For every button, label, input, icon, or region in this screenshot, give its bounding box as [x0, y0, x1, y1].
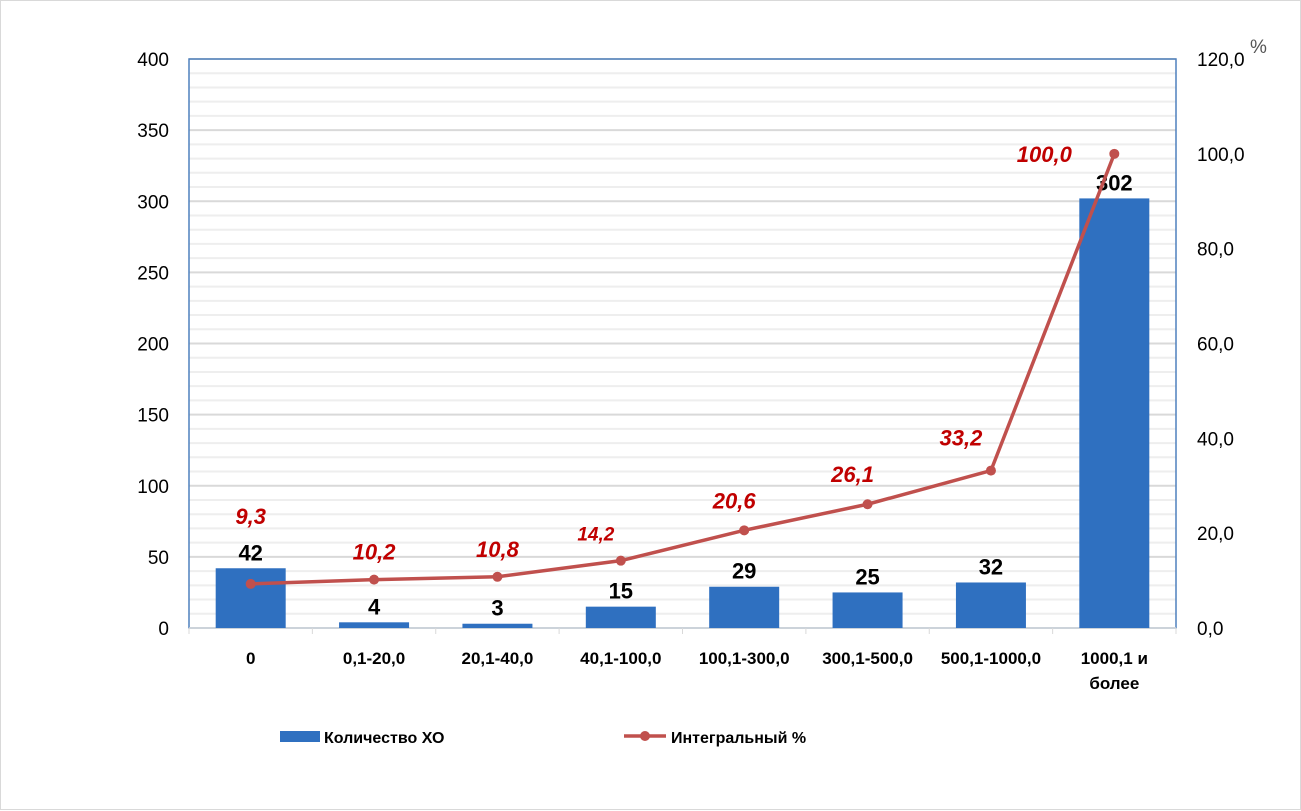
- x-axis-tick-label: более: [1089, 674, 1139, 693]
- bar: [585, 606, 656, 628]
- line-data-label: 100,0: [1017, 142, 1073, 167]
- right-axis-tick-label: 0,0: [1197, 619, 1223, 640]
- line-data-label: 26,1: [830, 462, 874, 487]
- bar: [1079, 198, 1150, 628]
- line-point: [369, 574, 380, 585]
- left-axis-tick-label: 150: [137, 406, 169, 427]
- bar-data-label: 4: [368, 594, 381, 619]
- line-point: [739, 525, 750, 536]
- right-axis-unit-label: %: [1250, 37, 1267, 58]
- bar: [709, 586, 780, 628]
- x-axis-tick-label: 20,1-40,0: [462, 649, 534, 668]
- right-axis-tick-label: 80,0: [1197, 240, 1234, 261]
- bar-data-label: 42: [238, 540, 262, 565]
- line-data-label: 33,2: [940, 426, 984, 451]
- x-axis-tick-label: 1000,1 и: [1081, 649, 1148, 668]
- left-axis-tick-label: 300: [137, 192, 169, 213]
- bar: [215, 568, 286, 628]
- line-data-label: 14,2: [577, 525, 614, 546]
- left-axis-tick-label: 0: [158, 619, 169, 640]
- x-axis-tick-label: 300,1-500,0: [822, 649, 913, 668]
- line-data-label: 10,2: [353, 540, 397, 565]
- line-point: [615, 555, 626, 566]
- left-axis-tick-label: 250: [137, 263, 169, 284]
- x-axis-tick-label: 0: [246, 649, 255, 668]
- line-data-label: 10,8: [476, 537, 520, 562]
- bar-data-label: 25: [855, 564, 879, 589]
- right-axis-tick-label: 120,0: [1197, 50, 1245, 71]
- legend-label: Количество ХО: [324, 730, 444, 747]
- line-point: [1109, 148, 1120, 159]
- legend-line-marker: [640, 731, 650, 741]
- right-axis-tick-label: 60,0: [1197, 335, 1234, 356]
- bar-data-label: 29: [732, 559, 756, 584]
- legend-bar-swatch: [280, 731, 320, 742]
- line-point: [985, 465, 996, 476]
- bar-data-label: 15: [609, 579, 633, 604]
- left-axis-tick-label: 350: [137, 121, 169, 142]
- left-axis-tick-label: 50: [148, 548, 169, 569]
- x-axis-tick-label: 40,1-100,0: [580, 649, 661, 668]
- right-axis-tick-label: 20,0: [1197, 524, 1234, 545]
- left-axis-tick-label: 100: [137, 477, 169, 498]
- right-axis-tick-label: 100,0: [1197, 145, 1245, 166]
- left-axis-tick-label: 400: [137, 50, 169, 71]
- line-point: [862, 499, 873, 510]
- bar-data-label: 3: [491, 596, 503, 621]
- right-axis-tick-label: 40,0: [1197, 429, 1234, 450]
- line-data-label: 9,3: [235, 504, 266, 529]
- legend-label: Интегральный %: [671, 730, 806, 747]
- left-axis-tick-label: 200: [137, 335, 169, 356]
- line-series: [250, 153, 1116, 586]
- bar: [955, 582, 1026, 628]
- line-data-label: 20,6: [712, 488, 757, 513]
- line-point: [245, 578, 256, 589]
- bar: [339, 622, 410, 628]
- bar: [462, 623, 533, 628]
- bar-data-label: 32: [979, 554, 1003, 579]
- x-axis-tick-label: 500,1-1000,0: [941, 649, 1041, 668]
- x-axis-tick-label: 100,1-300,0: [699, 649, 790, 668]
- line-point: [492, 571, 503, 582]
- x-axis-tick-label: 0,1-20,0: [343, 649, 405, 668]
- bar: [832, 592, 903, 628]
